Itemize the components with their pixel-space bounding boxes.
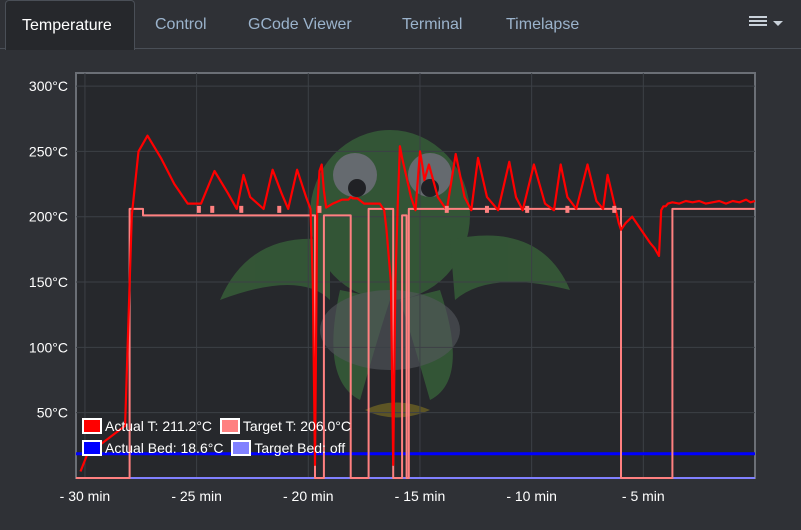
target-marker: [444, 205, 449, 213]
target-marker: [565, 205, 570, 213]
legend-label-actual-tool: Actual T: 211.2°C: [105, 418, 213, 434]
chart-series: [76, 134, 756, 479]
tab-gcode-viewer[interactable]: GCode Viewer: [248, 16, 352, 33]
legend-swatch-actual-bed: [82, 440, 102, 456]
tab-terminal[interactable]: Terminal: [402, 16, 463, 33]
y-tick-label: 300°C: [29, 78, 68, 94]
target-marker: [239, 205, 244, 213]
target-marker: [484, 205, 489, 213]
x-tick-label: - 30 min: [60, 488, 111, 504]
x-tick-label: - 10 min: [506, 488, 557, 504]
target-marker: [277, 205, 282, 213]
target-marker: [210, 205, 215, 213]
legend-target-bed: Target Bed: off: [231, 440, 345, 456]
y-tick-label: 250°C: [29, 143, 68, 159]
x-axis-ticks: - 30 min - 25 min - 20 min - 15 min - 10 min…: [60, 488, 665, 504]
tab-control[interactable]: Control: [155, 16, 207, 33]
target-marker: [196, 205, 201, 213]
tab-temperature[interactable]: Temperature: [5, 0, 135, 50]
chevron-down-icon: [773, 21, 783, 26]
target-marker: [317, 205, 322, 213]
legend-label-target-tool: Target T: 206.0°C: [242, 418, 351, 434]
x-tick-label: - 5 min: [622, 488, 665, 504]
legend-swatch-target-tool: [219, 418, 240, 434]
legend-swatch-actual-tool: [82, 418, 102, 434]
legend-actual-bed: Actual Bed: 18.6°C: [82, 440, 223, 456]
y-tick-label: 200°C: [29, 209, 68, 225]
y-tick-label: 50°C: [37, 405, 68, 421]
legend-actual-tool: Actual T: 211.2°C: [82, 418, 212, 434]
hamburger-menu-icon: [749, 16, 767, 30]
legend-swatch-target-bed: [231, 440, 252, 456]
chart-legend: Actual T: 211.2°C Target T: 206.0°C Actu…: [82, 418, 355, 462]
legend-label-target-bed: Target Bed: off: [254, 440, 346, 456]
legend-label-actual-bed: Actual Bed: 18.6°C: [105, 440, 224, 456]
y-tick-label: 150°C: [29, 274, 68, 290]
target-marker: [525, 205, 530, 213]
legend-target-tool: Target T: 206.0°C: [219, 418, 351, 434]
y-tick-label: 100°C: [29, 339, 68, 355]
tab-bar: Temperature Control GCode Viewer Termina…: [0, 0, 801, 50]
x-tick-label: - 25 min: [171, 488, 222, 504]
series-line-actual-t: [79, 134, 756, 472]
chart-grid: [76, 73, 755, 478]
y-axis-ticks: 50°C 100°C 150°C 200°C 250°C 300°C: [29, 78, 68, 421]
x-tick-label: - 20 min: [283, 488, 334, 504]
target-marker: [612, 205, 617, 213]
tab-timelapse[interactable]: Timelapse: [506, 16, 580, 33]
tab-menu-button[interactable]: [749, 14, 785, 34]
x-tick-label: - 15 min: [395, 488, 446, 504]
series-line-target-t: [76, 207, 755, 479]
